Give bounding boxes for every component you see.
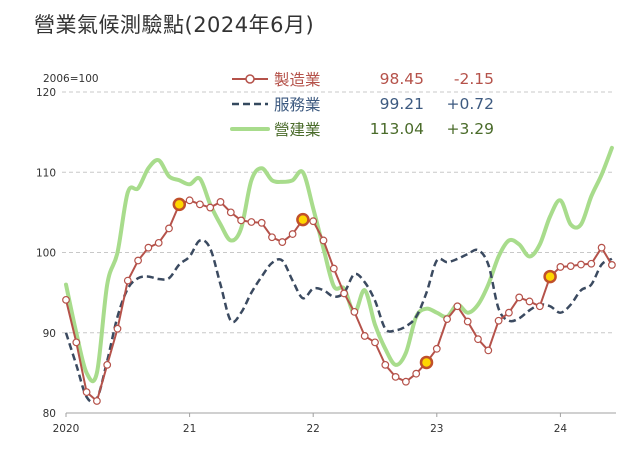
dashed-line-icon — [232, 102, 268, 105]
solid-line-icon — [230, 126, 270, 131]
axes: 80 90 100 110 120 2020 21 22 23 24 — [36, 87, 616, 435]
legend: 製造業 98.45 -2.15 服務業 99.21 +0.72 營建業 113.… — [228, 66, 494, 141]
legend-value: 113.04 — [369, 119, 424, 138]
svg-text:90: 90 — [43, 328, 56, 340]
legend-change: +3.29 — [446, 119, 495, 138]
chart-title: 營業氣候測驗點(2024年6月) — [34, 13, 315, 37]
legend-item-services: 服務業 99.21 +0.72 — [228, 91, 494, 116]
legend-change: -2.15 — [453, 69, 494, 88]
highlight-marker — [419, 355, 434, 370]
highlight-marker — [543, 269, 557, 284]
highlight-marker — [296, 212, 310, 227]
svg-text:80: 80 — [43, 408, 56, 420]
legend-label: 製造業 — [274, 70, 321, 89]
svg-text:100: 100 — [36, 248, 56, 260]
series-services — [64, 238, 613, 404]
legend-item-manufacturing: 製造業 98.45 -2.15 — [228, 66, 494, 91]
gridlines — [62, 91, 612, 334]
legend-change: +0.72 — [446, 94, 495, 113]
highlight-marker — [172, 197, 187, 212]
legend-value: 99.21 — [379, 94, 424, 113]
svg-text:23: 23 — [430, 423, 443, 435]
svg-text:120: 120 — [36, 87, 56, 99]
series-manufacturing — [62, 196, 616, 405]
svg-text:110: 110 — [36, 167, 56, 179]
legend-item-construction: 營建業 113.04 +3.29 — [228, 116, 494, 141]
legend-label: 服務業 — [274, 95, 321, 114]
legend-label: 營建業 — [274, 120, 321, 139]
line-marker-icon — [232, 73, 268, 84]
svg-text:2020: 2020 — [53, 423, 80, 435]
svg-text:22: 22 — [307, 423, 320, 435]
y-axis-base-label: 2006=100 — [43, 73, 99, 85]
svg-text:21: 21 — [183, 423, 196, 435]
legend-value: 98.45 — [379, 69, 424, 88]
series-construction — [64, 145, 614, 384]
svg-text:24: 24 — [554, 423, 568, 435]
